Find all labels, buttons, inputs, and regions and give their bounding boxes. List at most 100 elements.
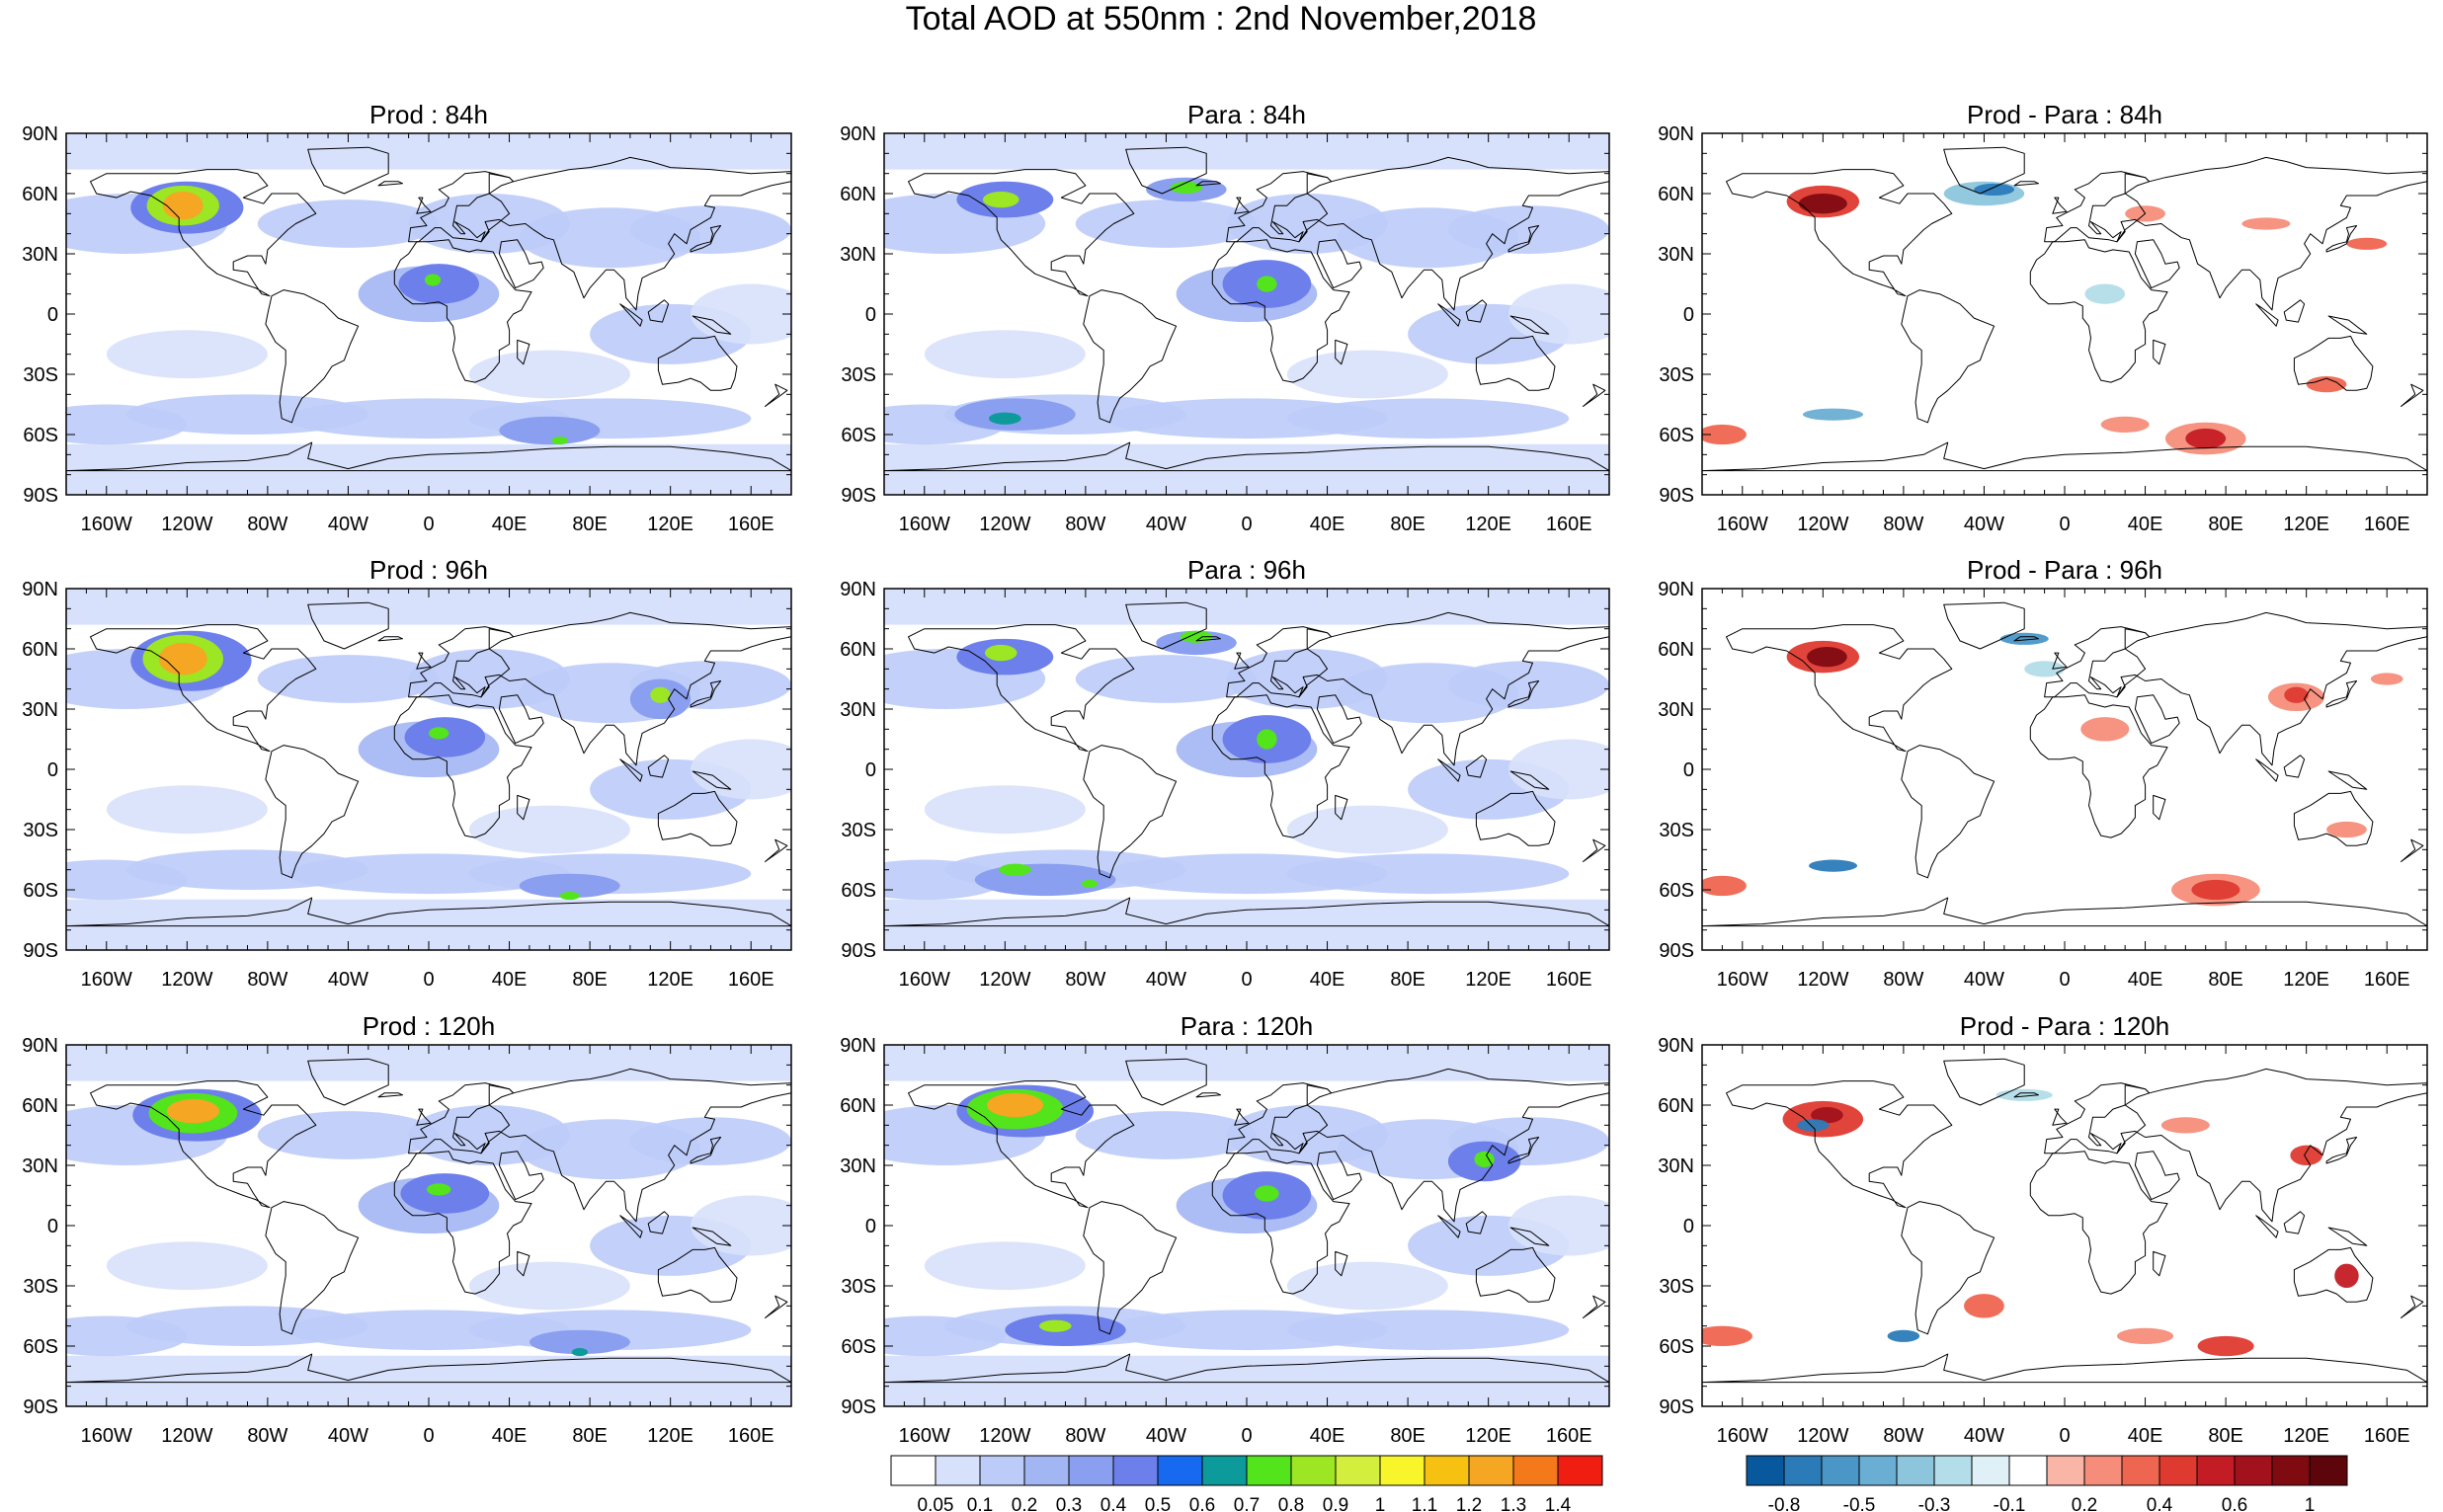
coastline [1125, 601, 1207, 650]
lat-label: 60N [1658, 1095, 1694, 1117]
coastline [884, 1353, 1609, 1384]
colorbar-label: 0.4 [2147, 1495, 2173, 1512]
aod-region [691, 283, 791, 345]
diff-region [1999, 632, 2049, 645]
colorbar-box [2271, 1455, 2311, 1486]
aod-region [1286, 1310, 1570, 1351]
lon-label: 160E [728, 1425, 774, 1447]
aod-region [468, 350, 630, 399]
colorbars: 0.05 0.1 0.2 0.3 0.4 0.5 0.6 0.7 0.8 0.9 1 1.1 1.2 1.… [890, 1455, 2348, 1512]
lon-label: 120W [161, 969, 212, 991]
coastline [265, 289, 360, 424]
lon-label: 80W [1065, 969, 1105, 991]
coastline [393, 694, 532, 838]
coastline [619, 303, 643, 327]
lat-label: 0 [1683, 1216, 1694, 1237]
lat-label: 60S [23, 1336, 58, 1358]
aod-hotspot [999, 863, 1031, 876]
coastline [2052, 652, 2068, 670]
colorbar-label: 0.6 [1189, 1495, 1215, 1512]
aod-hotspot [158, 642, 207, 676]
colorbar-label: -0.5 [1843, 1495, 1876, 1512]
aod-hotspot [426, 1183, 451, 1196]
ticks [1701, 1044, 2428, 1407]
lat-label: 60S [841, 1336, 876, 1358]
coastline [480, 156, 791, 311]
lon-label: 160E [728, 969, 774, 991]
aod-hotspot [519, 873, 620, 899]
aod-hotspot [1255, 1185, 1279, 1202]
map-panel-4: 90N 60N 30N 0 30S 60S 90S 160W 120W 80W 40W 0 40E 80E… [22, 555, 792, 991]
lat-label: 0 [47, 759, 58, 781]
lat-label: 0 [47, 1216, 58, 1237]
lon-label: 40W [1964, 969, 2004, 991]
lat-label: 90N [22, 579, 58, 600]
coastline [2134, 1151, 2180, 1201]
aod-hotspot [986, 1092, 1044, 1118]
coastline [1726, 1080, 1953, 1209]
coastline [2325, 680, 2358, 708]
aod-hotspot [1038, 1319, 1072, 1332]
colorbar-label: -0.1 [1994, 1495, 2026, 1512]
coastline [265, 1201, 360, 1335]
aod-region [106, 1241, 268, 1291]
lat-label: 30N [22, 699, 58, 721]
coastline [1083, 289, 1178, 424]
field-layer [66, 133, 791, 495]
coastline [647, 1211, 670, 1234]
colorbar-label: 0.7 [1234, 1495, 1260, 1512]
colorbar-label: -0.3 [1918, 1495, 1951, 1512]
lon-label: 160E [2364, 969, 2410, 991]
coastlines [1702, 1058, 2427, 1384]
diff-region [2024, 661, 2065, 677]
colorbar-box [1971, 1455, 2010, 1486]
lon-label: 160E [2364, 1425, 2410, 1447]
aod-region [1508, 283, 1609, 345]
coastline [1726, 624, 1953, 753]
aod-region [884, 859, 1006, 901]
coastline [66, 1353, 791, 1384]
panel-title: Para : 84h [1187, 100, 1306, 129]
lon-label: 40W [1146, 969, 1186, 991]
coastline [619, 1215, 643, 1238]
panels: 90N 60N 30N 0 30S 60S 90S 160W 120W 80W 40W 0 40E 80E… [22, 100, 2428, 1447]
coastline [647, 299, 670, 323]
coastline [1901, 745, 1995, 879]
diff-region [2326, 821, 2367, 838]
diff-region [2346, 237, 2388, 250]
coastline [1335, 339, 1348, 365]
coastline [1437, 1215, 1461, 1238]
lat-label: 90N [1658, 579, 1694, 600]
aod-hotspot [1257, 276, 1277, 292]
colorbar-label: 0.8 [1278, 1495, 1304, 1512]
coastline [2255, 1215, 2279, 1238]
colorbar-label: 1.2 [1456, 1495, 1482, 1512]
panel-title: Para : 120h [1181, 1011, 1313, 1041]
lon-label: 160E [1546, 514, 1592, 535]
lon-label: 80E [2208, 969, 2243, 991]
coastline [2327, 770, 2368, 790]
diff-region [2185, 428, 2227, 449]
lat-label: 30S [1659, 820, 1694, 841]
coastline [692, 1227, 732, 1246]
diff-region [2306, 376, 2347, 393]
coastline [2134, 239, 2180, 289]
coastline [377, 1092, 403, 1098]
diff-region [2160, 1117, 2210, 1134]
colorbar-box [935, 1455, 981, 1486]
colorbar-label: 0.3 [1056, 1495, 1082, 1512]
lon-label: 160W [1717, 1425, 1768, 1447]
coastline [498, 694, 544, 745]
lon-label: 120W [979, 514, 1030, 535]
lat-label: 90S [841, 485, 876, 507]
lat-label: 90S [841, 940, 876, 962]
coastlines [66, 146, 791, 472]
lon-label: 80E [1390, 1425, 1425, 1447]
coastlines [884, 146, 1609, 472]
colorbar-box [2309, 1455, 2348, 1486]
panel-title: Prod - Para : 84h [1967, 100, 2162, 129]
coastline [1702, 1353, 2427, 1384]
diff-region [2290, 1145, 2322, 1166]
coastline [1702, 441, 2427, 472]
diff-region [1702, 424, 1747, 445]
